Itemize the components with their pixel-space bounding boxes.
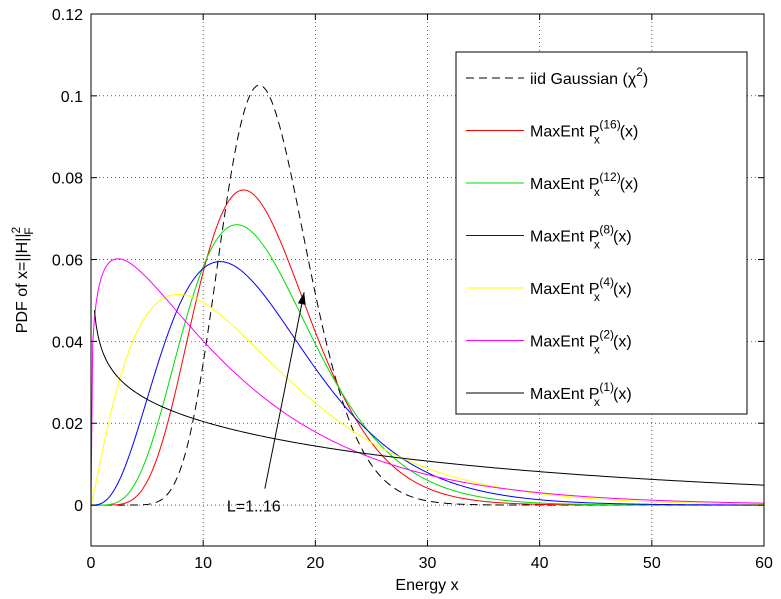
y-tick-label: 0.08 — [52, 171, 83, 188]
x-tick-label: 30 — [419, 555, 437, 572]
series-group — [91, 84, 764, 506]
legend-entry: iid Gaussian (χ2) — [530, 65, 648, 88]
legend-entry: MaxEnt P(12) x (x) — [530, 170, 638, 199]
legend-entry: MaxEnt P(16) x (x) — [530, 118, 638, 147]
legend: iid Gaussian (χ2) MaxEnt P(16) x (x) MaxEnt … — [455, 51, 748, 415]
legend-entry: MaxEnt P(2) x (x) — [530, 328, 632, 357]
plot-area — [91, 84, 764, 506]
series-line — [91, 293, 764, 506]
series-line — [91, 224, 764, 506]
y-tick-label: 0.1 — [61, 89, 83, 106]
x-axis-label: Energy x — [395, 577, 458, 594]
series-line — [93, 310, 764, 486]
series-line — [91, 261, 764, 506]
x-tick-label: 0 — [87, 555, 96, 572]
x-tick-label: 10 — [194, 555, 212, 572]
annotation-arrow-line — [264, 292, 305, 489]
y-tick-label: 0.02 — [52, 416, 83, 433]
y-tick-label: 0.06 — [52, 253, 83, 270]
axes: 0 10 20 30 40 50 60 0 0.02 0.04 0.06 0.08 0.1 0.12 — [52, 7, 773, 572]
annotation-arrow-head — [297, 292, 306, 305]
y-axis-label-group: PDF of x=||H||2F — [9, 226, 36, 333]
annotation-group: L=1..16 — [227, 292, 306, 516]
y-axis-label-sup: 2 — [9, 226, 23, 233]
y-tick-label: 0.12 — [52, 7, 83, 24]
annotation-label: L=1..16 — [227, 499, 281, 516]
x-tick-label: 60 — [755, 555, 773, 572]
legend-entry: MaxEnt P(1) x (x) — [530, 380, 632, 409]
x-tick-label: 50 — [643, 555, 661, 572]
legend-entry: MaxEnt P(4) x (x) — [530, 275, 632, 304]
legend-entry: MaxEnt P(8) x (x) — [530, 223, 632, 252]
x-tick-label: 20 — [306, 555, 324, 572]
y-axis-label-sub: F — [22, 227, 36, 234]
y-axis-label-main: PDF of x=||H|| — [14, 233, 31, 333]
y-tick-label: 0 — [74, 498, 83, 515]
y-axis-label: PDF of x=||H||2F — [9, 226, 36, 333]
x-tick-label: 40 — [531, 555, 549, 572]
legend-box — [455, 51, 748, 415]
y-tick-label: 0.04 — [52, 334, 83, 351]
series-line — [91, 258, 764, 506]
